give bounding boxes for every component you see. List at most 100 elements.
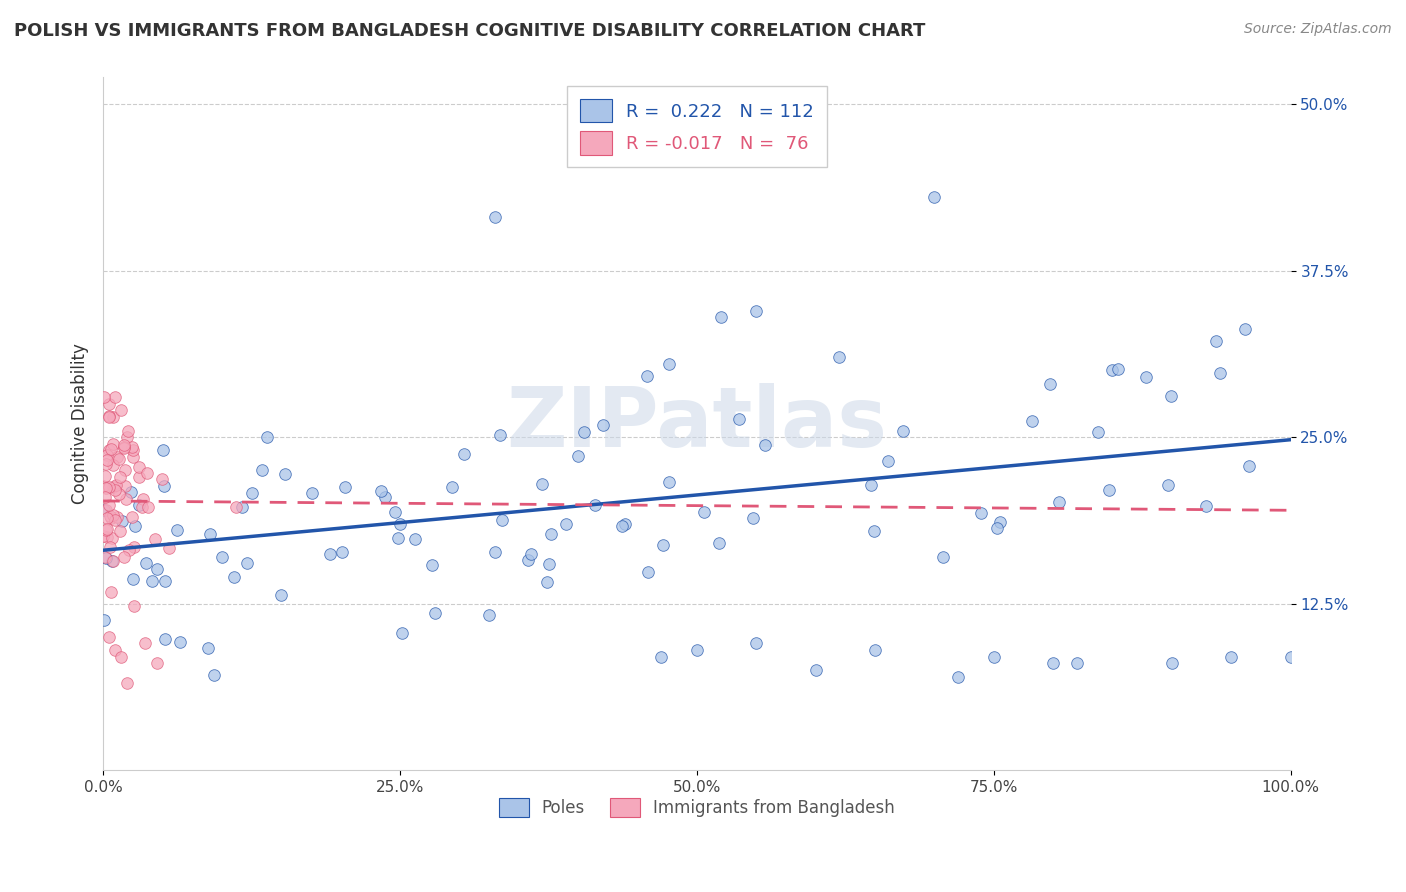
Point (1135, 370, 1157, 384)
Point (115, 676, 138, 690)
Point (157, 541, 180, 556)
Point (202, 668, 225, 682)
Point (132, 491, 155, 506)
Point (96, 530, 118, 544)
Text: ZIPatlas: ZIPatlas (506, 384, 887, 464)
Point (636, 368, 658, 383)
Point (120, 485, 142, 500)
Point (104, 390, 127, 404)
Point (94, 503, 117, 517)
Point (118, 543, 141, 558)
Point (423, 606, 446, 620)
Point (166, 523, 188, 537)
Point (104, 513, 127, 527)
Point (652, 538, 675, 552)
Point (93, 528, 115, 542)
Point (1160, 389, 1182, 403)
Point (389, 516, 412, 531)
Point (983, 649, 1005, 664)
Point (859, 478, 882, 492)
Point (540, 526, 562, 541)
Point (256, 430, 278, 444)
Point (104, 483, 127, 497)
Point (94, 523, 117, 537)
Point (98, 409, 121, 423)
Point (131, 500, 153, 514)
Point (863, 643, 886, 657)
Point (98, 397, 121, 411)
Point (270, 588, 292, 602)
Point (318, 547, 340, 561)
Point (104, 643, 127, 657)
Point (1279, 649, 1302, 664)
Point (117, 425, 139, 439)
Point (583, 499, 606, 513)
Point (754, 438, 776, 452)
Point (536, 575, 558, 590)
Point (537, 558, 560, 572)
Point (153, 479, 176, 493)
Point (484, 211, 506, 225)
Point (1205, 334, 1227, 349)
Point (100, 511, 122, 525)
Point (374, 490, 396, 504)
Point (1157, 478, 1180, 492)
Point (637, 566, 659, 580)
Point (1101, 363, 1123, 377)
Point (491, 513, 513, 527)
Point (1039, 377, 1062, 392)
Point (146, 562, 169, 576)
Point (98, 541, 121, 555)
Point (101, 554, 124, 568)
Point (105, 509, 128, 524)
Point (134, 636, 156, 650)
Point (709, 536, 731, 550)
Point (516, 553, 538, 567)
Point (1098, 483, 1121, 497)
Point (111, 514, 134, 528)
Point (108, 486, 131, 500)
Point (124, 599, 146, 613)
Point (1209, 366, 1232, 380)
Point (387, 531, 409, 545)
Point (1234, 322, 1257, 336)
Point (301, 485, 323, 500)
Point (478, 607, 501, 622)
Point (103, 458, 125, 473)
Point (1047, 495, 1070, 509)
Point (745, 636, 768, 650)
Point (97, 498, 120, 512)
Point (440, 480, 463, 494)
Point (101, 508, 124, 522)
Point (145, 657, 167, 671)
Point (727, 411, 749, 425)
Point (121, 450, 143, 464)
Point (93, 503, 115, 517)
Point (135, 467, 157, 481)
Point (114, 463, 136, 477)
Point (96, 453, 118, 467)
Point (121, 509, 143, 524)
Point (112, 442, 135, 456)
Point (693, 505, 716, 519)
Point (658, 475, 681, 490)
Point (330, 544, 353, 558)
Point (112, 550, 135, 565)
Point (391, 626, 413, 640)
Point (96, 449, 118, 463)
Point (650, 649, 672, 664)
Point (1107, 362, 1129, 376)
Point (135, 556, 157, 570)
Point (197, 641, 219, 656)
Point (107, 452, 129, 467)
Point (1195, 499, 1218, 513)
Point (96, 481, 118, 495)
Point (877, 454, 900, 468)
Point (101, 531, 124, 545)
Point (520, 547, 543, 561)
Point (101, 436, 124, 450)
Point (96, 522, 118, 536)
Point (990, 515, 1012, 529)
Point (1160, 657, 1182, 671)
Point (108, 469, 131, 483)
